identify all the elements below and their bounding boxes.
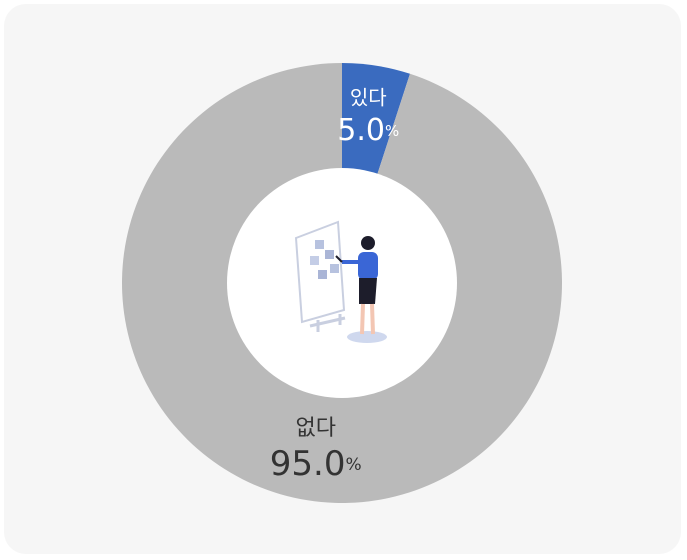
category-label: 있다: [350, 86, 387, 110]
category-label: 없다: [295, 416, 335, 441]
illustration: [294, 220, 387, 343]
value-label: 95.0%: [270, 443, 362, 483]
value-label: 5.0%: [337, 113, 399, 148]
